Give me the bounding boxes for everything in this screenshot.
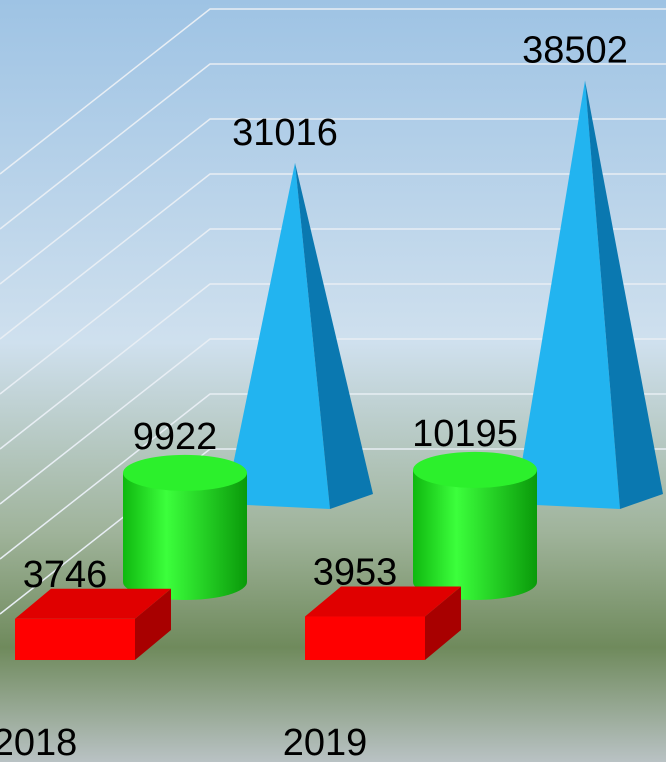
box-face	[15, 619, 135, 660]
bar-box	[15, 589, 171, 660]
value-label: 31016	[232, 112, 338, 154]
box-face	[305, 617, 425, 660]
cylinder-body	[123, 473, 247, 600]
chart: 31016 38502 9922 10195 3746 3953 2018 2019	[0, 0, 666, 762]
value-label: 3953	[313, 552, 398, 594]
cylinder-body	[413, 470, 537, 600]
value-label: 9922	[133, 416, 218, 458]
cylinder-top	[413, 452, 537, 488]
x-tick-label: 2018	[0, 722, 77, 762]
cylinder-top	[123, 455, 247, 491]
value-label: 38502	[522, 30, 628, 72]
value-label: 10195	[412, 413, 518, 455]
bar-cylinder	[123, 455, 247, 600]
value-label: 3746	[23, 554, 108, 596]
x-tick-label: 2019	[283, 722, 368, 762]
bar-cylinder	[413, 452, 537, 600]
bar-box	[305, 587, 461, 660]
